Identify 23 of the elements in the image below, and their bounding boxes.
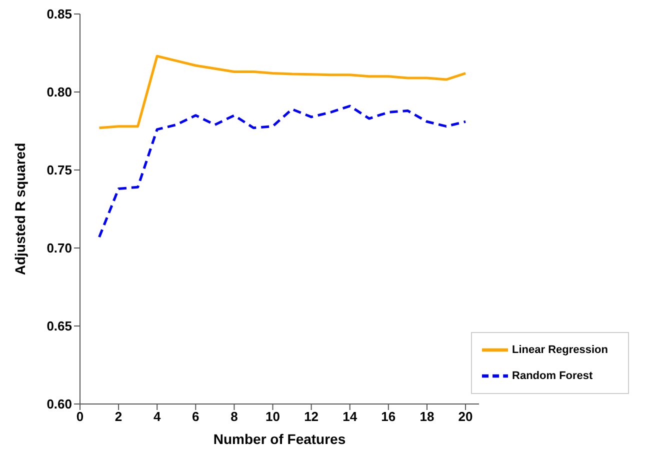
line-series bbox=[98, 104, 467, 238]
x-tick-label: 8 bbox=[230, 409, 238, 424]
x-tick-label: 12 bbox=[304, 409, 319, 424]
y-tick-label: 0.70 bbox=[46, 240, 72, 256]
x-tick-label: 20 bbox=[458, 409, 473, 424]
x-tick-label: 10 bbox=[266, 409, 280, 424]
x-tick-label: 4 bbox=[153, 409, 162, 424]
y-axis-title: Adjusted R squared bbox=[12, 142, 28, 276]
legend-label: Linear Regression bbox=[512, 344, 608, 356]
y-tick-label: 0.80 bbox=[46, 84, 72, 100]
x-tick-label: 2 bbox=[114, 409, 122, 424]
x-axis-title: Number of Features bbox=[213, 431, 346, 447]
y-tick-label: 0.60 bbox=[46, 396, 72, 412]
y-tick-label: 0.75 bbox=[46, 162, 72, 178]
y-tick-label: 0.85 bbox=[46, 6, 72, 22]
x-tick-label: 0 bbox=[76, 409, 84, 424]
x-tick-label: 16 bbox=[381, 409, 396, 424]
x-tick-label: 18 bbox=[420, 409, 434, 424]
y-tick-label: 0.65 bbox=[46, 318, 72, 334]
x-tick-label: 6 bbox=[192, 409, 200, 424]
legend-label: Random Forest bbox=[512, 370, 593, 382]
line-series bbox=[98, 54, 467, 130]
x-tick-label: 14 bbox=[342, 409, 358, 424]
